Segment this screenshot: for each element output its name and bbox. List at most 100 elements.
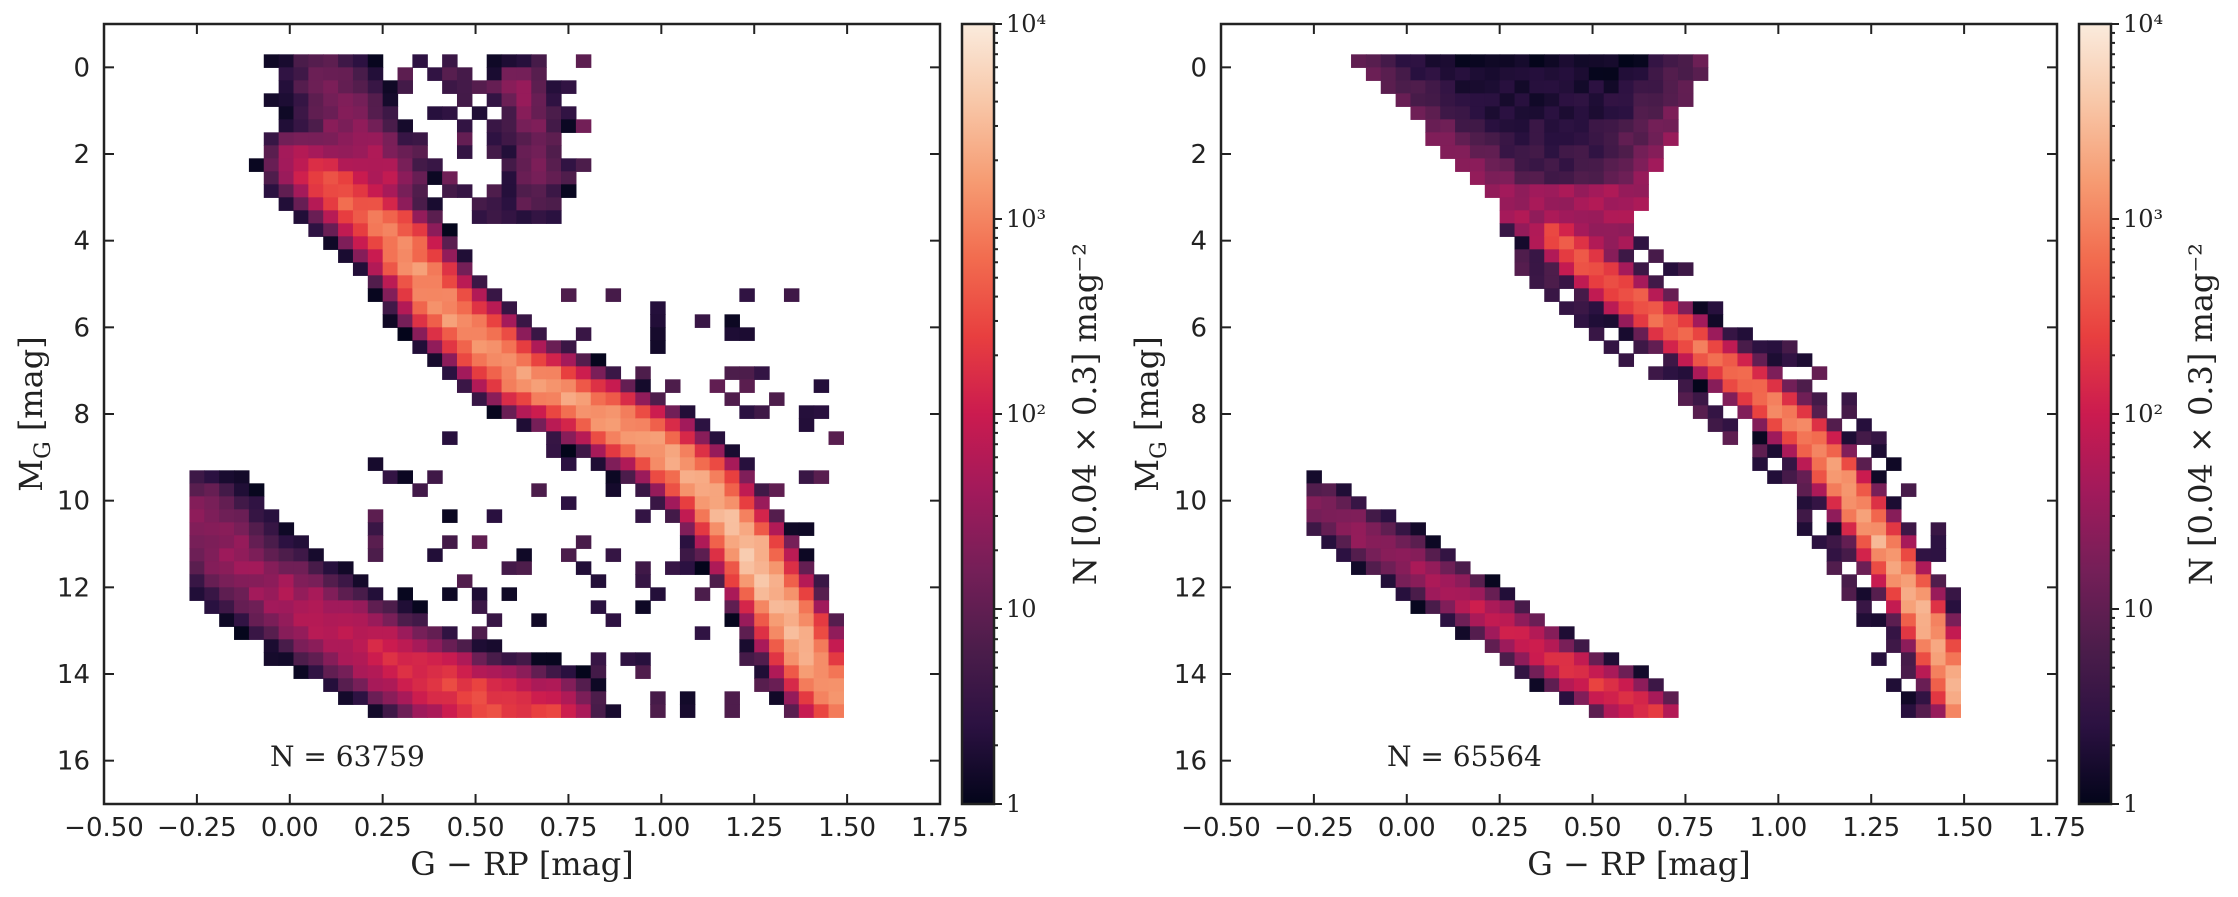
heatmap-cell bbox=[828, 431, 844, 445]
heatmap-cell bbox=[590, 366, 607, 380]
heatmap-cell bbox=[754, 366, 770, 380]
heatmap-cell bbox=[293, 54, 309, 68]
heatmap-cell bbox=[769, 561, 785, 575]
heatmap-cell bbox=[293, 119, 309, 133]
heatmap-cell bbox=[486, 639, 503, 653]
heatmap-cell bbox=[650, 431, 666, 445]
heatmap-cell bbox=[590, 379, 607, 393]
heatmap-cell bbox=[561, 106, 577, 120]
heatmap-cell bbox=[397, 626, 413, 640]
heatmap-cell bbox=[338, 665, 354, 679]
heatmap-cell bbox=[501, 561, 518, 575]
heatmap-cell bbox=[1588, 314, 1605, 328]
heatmap-cell bbox=[456, 366, 473, 380]
heatmap-cell bbox=[427, 210, 443, 224]
heatmap-cell bbox=[501, 691, 518, 705]
heatmap-cell bbox=[1692, 314, 1709, 328]
heatmap-cell bbox=[1618, 678, 1635, 692]
heatmap-cell bbox=[546, 197, 562, 211]
heatmap-cell bbox=[1529, 119, 1545, 133]
heatmap-cell bbox=[367, 171, 384, 185]
heatmap-cell bbox=[561, 665, 577, 679]
heatmap-cell bbox=[561, 431, 577, 445]
heatmap-cell bbox=[1588, 132, 1605, 146]
heatmap-cell bbox=[1499, 223, 1516, 237]
heatmap-cell bbox=[382, 470, 399, 484]
heatmap-cell bbox=[234, 483, 250, 497]
heatmap-cell bbox=[1841, 535, 1857, 549]
heatmap-cell bbox=[679, 418, 696, 432]
heatmap-cell bbox=[1871, 470, 1887, 484]
heatmap-cell bbox=[1455, 132, 1471, 146]
heatmap-cell bbox=[546, 652, 562, 666]
heatmap-cell bbox=[1603, 67, 1620, 81]
x-tick-label: 1.25 bbox=[1842, 813, 1900, 843]
heatmap-cell bbox=[1930, 600, 1947, 614]
heatmap-cell bbox=[442, 106, 458, 120]
heatmap-cell bbox=[709, 496, 726, 510]
heatmap-cell bbox=[798, 600, 815, 614]
heatmap-cell bbox=[456, 119, 473, 133]
heatmap-cell bbox=[1440, 600, 1456, 614]
heatmap-cell bbox=[798, 613, 815, 627]
heatmap-cell bbox=[739, 379, 755, 393]
heatmap-cell bbox=[278, 132, 295, 146]
heatmap-cell bbox=[1365, 522, 1382, 536]
heatmap-cell bbox=[456, 691, 473, 705]
heatmap-cell bbox=[1737, 405, 1753, 419]
heatmap-cell bbox=[471, 340, 488, 354]
cmd-panel-right: −0.50 −0.25 0.00 0.25 0.50 0.75 1.00 1.25 1.50 1.… bbox=[1128, 10, 2220, 883]
heatmap-cell bbox=[323, 197, 339, 211]
heatmap-cell bbox=[1722, 392, 1739, 406]
heatmap-cell bbox=[293, 158, 309, 172]
heatmap-cell bbox=[516, 405, 532, 419]
heatmap-cell bbox=[486, 366, 503, 380]
heatmap-cell bbox=[1841, 587, 1857, 601]
heatmap-cell bbox=[293, 548, 309, 562]
heatmap-cell bbox=[1826, 535, 1843, 549]
heatmap-cell bbox=[501, 366, 518, 380]
heatmap-cell bbox=[352, 236, 369, 250]
heatmap-cell bbox=[501, 340, 518, 354]
heatmap-cell bbox=[1856, 457, 1872, 471]
heatmap-cell bbox=[1351, 548, 1367, 562]
heatmap-cell bbox=[1603, 93, 1620, 107]
heatmap-cell bbox=[367, 249, 384, 263]
heatmap-cell bbox=[352, 587, 369, 601]
heatmap-cell bbox=[486, 145, 503, 159]
heatmap-cell bbox=[471, 80, 488, 94]
heatmap-cell bbox=[442, 223, 458, 237]
heatmap-cell bbox=[382, 184, 399, 198]
heatmap-cell bbox=[427, 652, 443, 666]
y-tick-label: 16 bbox=[57, 747, 90, 777]
heatmap-cell bbox=[798, 418, 815, 432]
heatmap-cell bbox=[1559, 171, 1575, 185]
heatmap-cell bbox=[1588, 249, 1605, 263]
heatmap-cell bbox=[486, 704, 503, 718]
heatmap-cell bbox=[620, 652, 636, 666]
heatmap-cell bbox=[442, 509, 458, 523]
heatmap-cell bbox=[1618, 353, 1635, 367]
heatmap-cell bbox=[516, 704, 532, 718]
heatmap-cell bbox=[1678, 67, 1694, 81]
heatmap-cell bbox=[442, 262, 458, 276]
heatmap-cell bbox=[1856, 431, 1872, 445]
heatmap-cell bbox=[754, 600, 770, 614]
heatmap-cell bbox=[1559, 626, 1575, 640]
heatmap-cell bbox=[769, 574, 785, 588]
heatmap-cell bbox=[1618, 210, 1635, 224]
heatmap-cell bbox=[1544, 678, 1560, 692]
heatmap-cell bbox=[590, 405, 607, 419]
heatmap-cell bbox=[352, 210, 369, 224]
heatmap-cell bbox=[1425, 587, 1441, 601]
heatmap-cell bbox=[412, 652, 428, 666]
heatmap-cell bbox=[352, 574, 369, 588]
heatmap-cell bbox=[1900, 522, 1917, 536]
heatmap-cell bbox=[323, 613, 339, 627]
heatmap-cell bbox=[427, 171, 443, 185]
heatmap-cell bbox=[1499, 54, 1516, 68]
heatmap-cell bbox=[754, 561, 770, 575]
heatmap-cell bbox=[1900, 483, 1917, 497]
heatmap-cell bbox=[635, 457, 651, 471]
